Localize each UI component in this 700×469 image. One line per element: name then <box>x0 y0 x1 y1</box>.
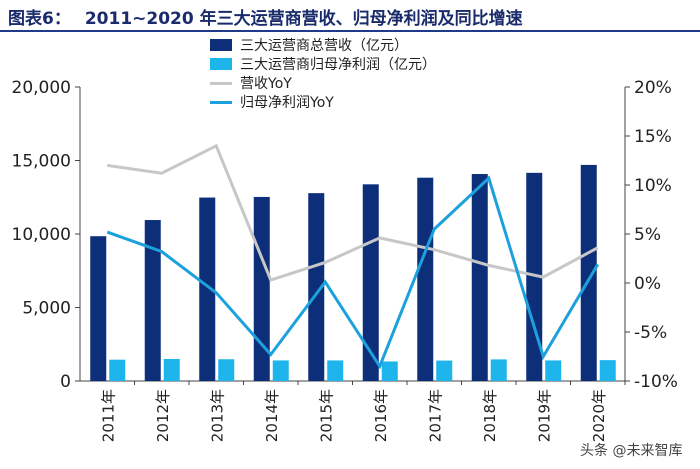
legend-item-profit-yoy: 归母净利润YoY <box>210 93 436 111</box>
x-tick-label: 2019年 <box>535 389 553 442</box>
y-right-tick-label: 5% <box>634 225 661 245</box>
chart-title: 图表6： 2011~2020 年三大运营商营收、归母净利润及同比增速 <box>8 4 523 29</box>
legend-swatch-revenue-yoy <box>210 81 232 85</box>
revenue-bar <box>417 177 434 381</box>
y-right-tick-label: -10% <box>634 372 678 392</box>
y-left-tick-label: 10,000 <box>12 225 71 245</box>
profit-bar <box>599 360 616 381</box>
y-right-tick-label: 15% <box>634 127 672 147</box>
revenue-yoy-line <box>107 143 599 282</box>
profit-bar <box>163 358 180 381</box>
legend-swatch-profit <box>210 58 232 70</box>
profit-bar <box>218 359 235 381</box>
revenue-bar <box>199 197 216 381</box>
x-tick-label: 2015年 <box>317 389 335 442</box>
legend-label-revenue-yoy: 营收YoY <box>240 76 292 92</box>
y-right-tick-label: 10% <box>634 176 672 196</box>
revenue-bar <box>90 236 107 381</box>
legend-label-profit: 三大运营商归母净利润（亿元） <box>240 57 436 73</box>
y-left-tick-label: 5,000 <box>22 299 71 319</box>
revenue-bar <box>526 172 543 381</box>
watermark: 头条 @未来智库 <box>580 443 683 459</box>
x-tick-label: 2014年 <box>263 389 281 442</box>
profit-yoy-line <box>106 175 600 370</box>
x-tick-label: 2012年 <box>154 389 172 442</box>
legend-swatch-profit-yoy <box>210 100 232 104</box>
legend-label-revenue: 三大运营商总营收（亿元） <box>240 38 408 54</box>
x-tick-label: 2013年 <box>208 389 226 442</box>
legend-label-profit-yoy: 归母净利润YoY <box>240 95 334 111</box>
title-bar: 图表6： 2011~2020 年三大运营商营收、归母净利润及同比增速 <box>0 0 700 32</box>
revenue-bar <box>471 174 488 381</box>
legend-item-profit: 三大运营商归母净利润（亿元） <box>210 55 436 73</box>
profit-bar <box>327 360 344 381</box>
y-right-tick-label: 20% <box>634 78 672 98</box>
legend: 三大运营商总营收（亿元） 三大运营商归母净利润（亿元） 营收YoY 归母净利润Y… <box>210 36 436 112</box>
y-left-tick-label: 0 <box>60 372 71 392</box>
revenue-bar <box>362 184 379 381</box>
x-tick-label: 2016年 <box>372 389 390 442</box>
x-tick-label: 2018年 <box>481 389 499 442</box>
figure-title: 2011~2020 年三大运营商营收、归母净利润及同比增速 <box>84 9 523 29</box>
legend-item-revenue: 三大运营商总营收（亿元） <box>210 36 436 54</box>
x-tick-label: 2020年 <box>590 389 608 442</box>
x-tick-label: 2011年 <box>99 389 117 442</box>
legend-item-revenue-yoy: 营收YoY <box>210 74 436 92</box>
revenue-bar <box>144 220 161 381</box>
revenue-bar <box>308 193 325 381</box>
revenue-bar <box>253 196 270 381</box>
profit-bar <box>436 360 453 381</box>
profit-bar <box>490 359 507 381</box>
figure-label: 图表6： <box>8 9 71 29</box>
profit-bar <box>381 361 398 381</box>
x-tick-label: 2017年 <box>426 389 444 442</box>
y-right-tick-label: 0% <box>634 274 661 294</box>
profit-bar <box>109 359 126 381</box>
y-right-tick-label: -5% <box>634 323 667 343</box>
y-left-tick-label: 15,000 <box>12 152 71 172</box>
profit-bar <box>545 360 562 381</box>
profit-bar <box>272 360 289 381</box>
revenue-bar <box>580 164 597 381</box>
y-left-tick-label: 20,000 <box>12 78 71 98</box>
legend-swatch-revenue <box>210 39 232 51</box>
